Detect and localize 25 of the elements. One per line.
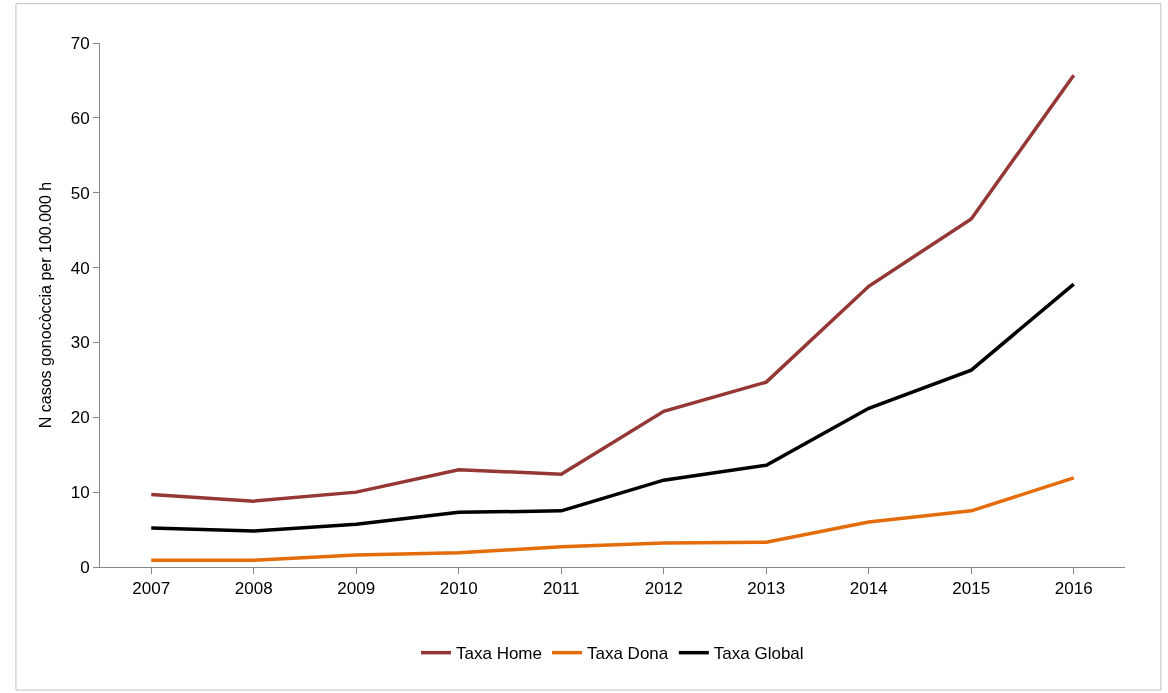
x-tick-label: 2012 — [644, 579, 683, 599]
y-tick-label: 20 — [70, 408, 90, 428]
x-tick-label: 2010 — [439, 579, 478, 599]
legend-label: Taxa Home — [456, 644, 542, 664]
y-tick-label: 60 — [70, 108, 90, 128]
y-tick-label: 30 — [70, 333, 90, 353]
y-tick-label: 40 — [70, 258, 90, 278]
y-tick-label: 10 — [70, 483, 90, 503]
x-tick-label: 2015 — [952, 579, 991, 599]
legend-label: Taxa Global — [713, 644, 804, 664]
x-tick-label: 2008 — [234, 579, 273, 599]
x-tick-label: 2014 — [849, 579, 888, 599]
y-tick-label: 50 — [70, 183, 90, 203]
x-tick-label: 2013 — [747, 579, 786, 599]
x-tick-label: 2011 — [542, 579, 580, 599]
y-axis-title: N casos gonocòccia per 100.000 h — [36, 181, 54, 429]
y-tick-label: 70 — [70, 33, 90, 53]
x-tick-label: 2007 — [132, 579, 171, 599]
line-series — [149, 476, 1076, 563]
x-tick-label: 2009 — [337, 579, 376, 599]
line-series — [149, 73, 1076, 503]
line-series — [149, 282, 1076, 533]
legend-label: Taxa Dona — [586, 644, 669, 664]
y-tick-label: 0 — [80, 557, 90, 577]
x-tick-label: 2016 — [1054, 579, 1093, 599]
